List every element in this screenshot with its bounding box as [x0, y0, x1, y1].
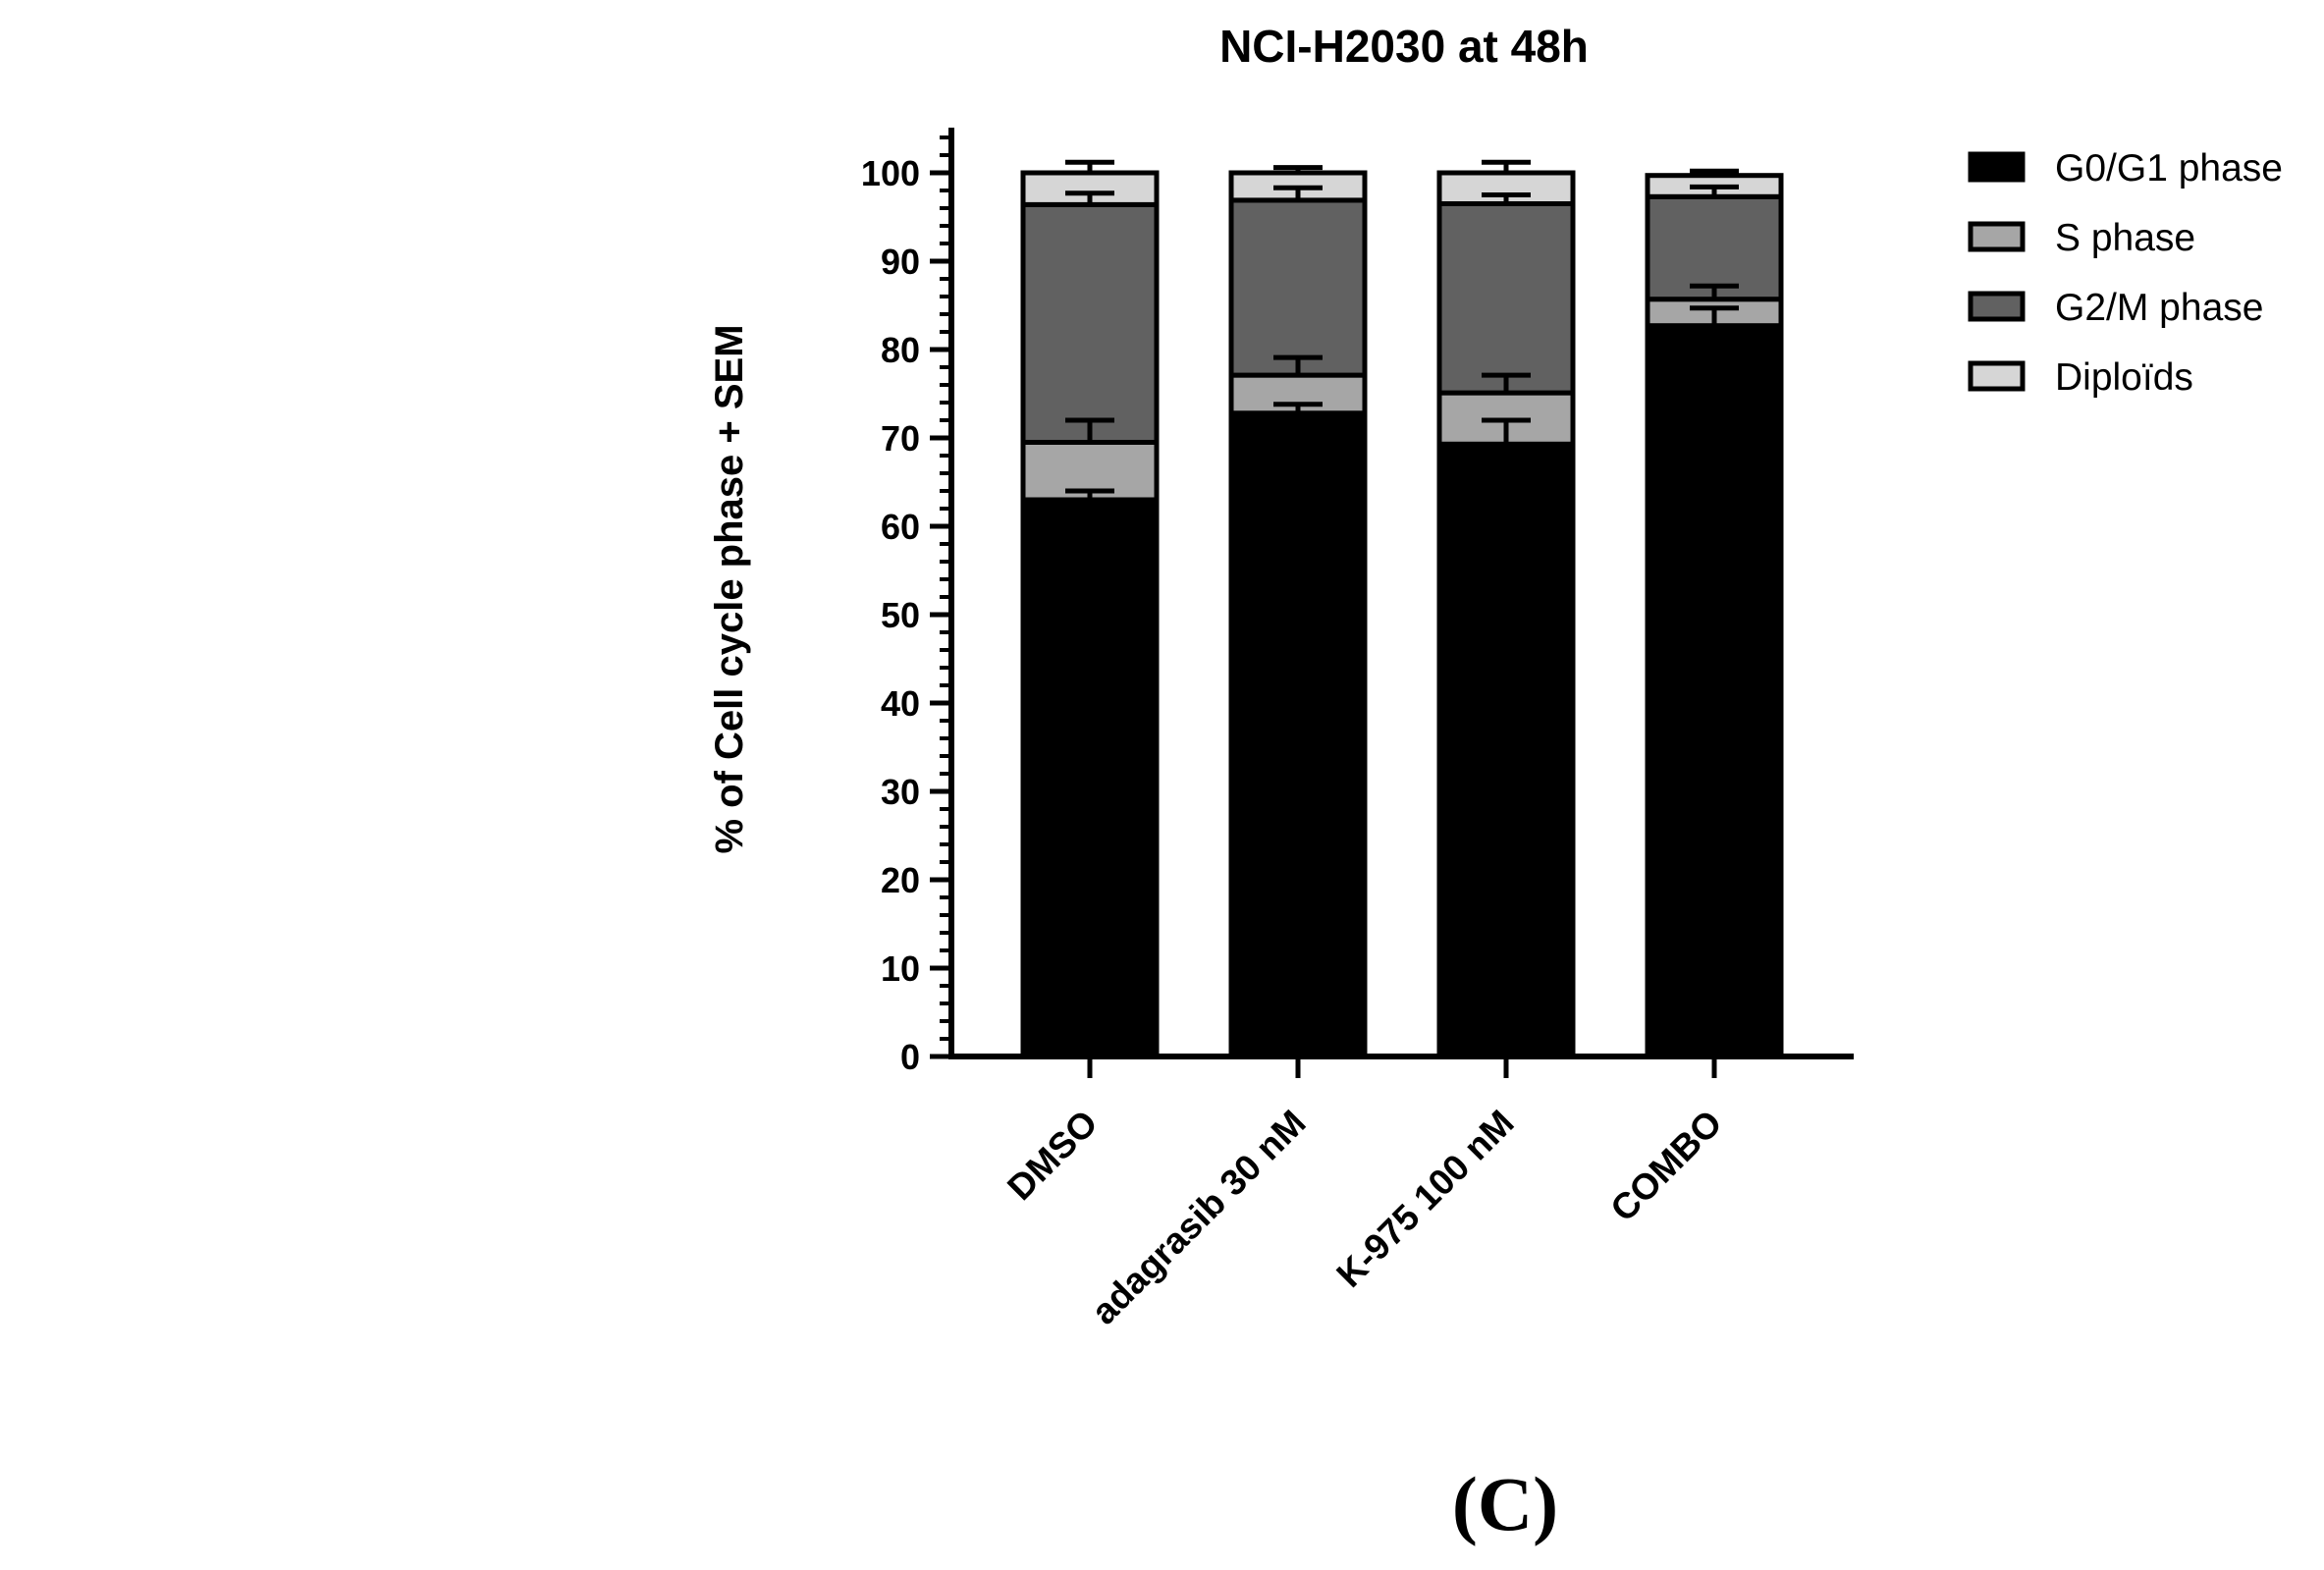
- y-tick-label: 10: [881, 948, 920, 989]
- error-bar: [1273, 354, 1323, 376]
- error-bar: [1482, 192, 1531, 204]
- y-tick-label: 0: [900, 1037, 920, 1077]
- error-bar: [1065, 190, 1114, 205]
- x-tick-label: adagrasib 30 nM: [1084, 1103, 1314, 1332]
- legend-label: S phase: [2055, 217, 2195, 259]
- legend-item: S phase: [1968, 217, 2195, 259]
- bar-segment: [1020, 201, 1160, 445]
- legend-swatch: [1968, 151, 2026, 183]
- error-bar: [1273, 402, 1323, 413]
- y-tick-label: 20: [881, 860, 920, 900]
- error-bar: [1690, 184, 1739, 197]
- error-bar: [1273, 185, 1323, 200]
- legend-label: G0/G1 phase: [2055, 147, 2283, 189]
- x-tick-label: DMSO: [1000, 1103, 1105, 1208]
- error-bar: [1065, 488, 1114, 500]
- error-bar: [1065, 417, 1114, 443]
- legend-label: Diploïds: [2055, 356, 2193, 399]
- bar-segment: [1020, 497, 1160, 1059]
- bars: [1020, 170, 1784, 1059]
- error-bars: [1065, 159, 1739, 500]
- legend: G0/G1 phase S phase G2/M phase Diploïds: [1968, 147, 2283, 399]
- legend-label: G2/M phase: [2055, 287, 2263, 329]
- panel-label: (C): [1452, 1461, 1558, 1546]
- legend-swatch: [1968, 360, 2026, 392]
- chart-title: NCI-H2030 at 48h: [1219, 21, 1589, 72]
- y-axis: 0 10 20 30 40 50 60 70 80 90 100: [861, 128, 954, 1077]
- y-axis-label: % of Cell cycle phase + SEM: [708, 324, 751, 853]
- bar-segment: [1436, 201, 1576, 396]
- legend-item: Diploïds: [1968, 356, 2193, 399]
- x-tick-label: K-975 100 nM: [1328, 1103, 1521, 1295]
- bar-segment: [1436, 441, 1576, 1059]
- y-tick-label: 50: [881, 595, 920, 635]
- y-tick-label: 100: [861, 153, 920, 193]
- y-tick-label: 70: [881, 418, 920, 459]
- error-bar: [1482, 159, 1531, 173]
- legend-item: G2/M phase: [1968, 287, 2263, 329]
- y-tick-label: 80: [881, 330, 920, 370]
- error-bar: [1690, 283, 1739, 299]
- error-bar: [1273, 165, 1323, 173]
- legend-swatch: [1968, 291, 2026, 322]
- bar-segment: [1228, 197, 1368, 378]
- legend-swatch: [1968, 221, 2026, 252]
- y-tick-label: 30: [881, 772, 920, 812]
- y-tick-label: 40: [881, 683, 920, 724]
- error-bar: [1482, 417, 1531, 445]
- error-bar: [1482, 372, 1531, 394]
- bar-segment: [1228, 410, 1368, 1059]
- x-tick-label: COMBO: [1602, 1103, 1729, 1229]
- y-tick-label: 90: [881, 242, 920, 282]
- error-bar: [1690, 168, 1739, 176]
- bar-segment: [1645, 323, 1784, 1059]
- error-bar: [1690, 305, 1739, 326]
- legend-item: G0/G1 phase: [1968, 147, 2283, 189]
- y-tick-label: 60: [881, 507, 920, 547]
- error-bar: [1065, 159, 1114, 173]
